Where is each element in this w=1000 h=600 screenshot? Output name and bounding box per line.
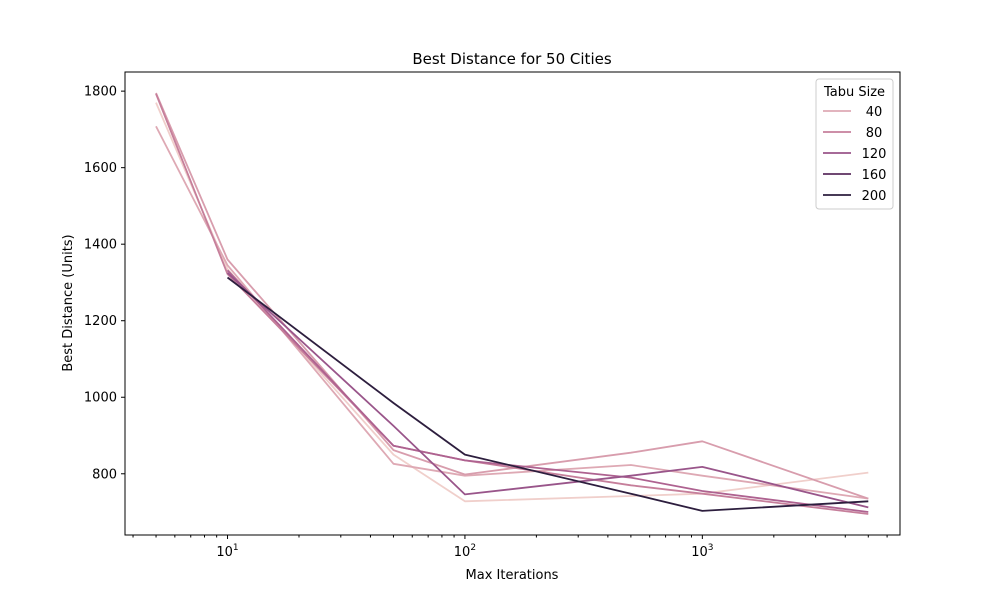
- y-tick-label: 1400: [84, 238, 117, 253]
- plot-frame: [124, 71, 901, 536]
- x-tick-label: 103: [691, 543, 713, 560]
- y-axis-label: Best Distance (Units): [61, 234, 76, 371]
- y-tick-label: 1200: [84, 314, 117, 329]
- legend-label: 120: [862, 147, 887, 162]
- legend: Tabu Size 40 80 120 160 200: [815, 78, 894, 210]
- series-layer: [155, 92, 869, 515]
- y-tick-label: 800: [92, 467, 117, 482]
- legend-label: 200: [862, 189, 887, 204]
- chart-title: Best Distance for 50 Cities: [412, 50, 612, 68]
- series-line-2: [155, 92, 869, 500]
- series-line-0: [155, 102, 869, 503]
- legend-title: Tabu Size: [823, 85, 885, 100]
- legend-items: 40 80 120 160 200: [823, 105, 886, 204]
- y-tick-label: 1000: [84, 391, 117, 406]
- x-tick-label: 102: [454, 543, 476, 560]
- x-axis-label: Max Iterations: [466, 568, 559, 583]
- legend-label: 40: [866, 105, 883, 120]
- legend-label: 160: [862, 168, 887, 183]
- legend-label: 80: [866, 126, 883, 141]
- x-axis-ticks: 101 102 103: [132, 535, 888, 560]
- series-line-7: [226, 276, 869, 512]
- y-tick-label: 1600: [84, 161, 117, 176]
- series-line-5: [226, 272, 869, 509]
- y-tick-label: 1800: [84, 85, 117, 100]
- y-axis-ticks: 800 1000 1200 1400 1600 1800: [84, 85, 125, 482]
- series-line-1: [155, 125, 869, 500]
- series-line-4: [226, 269, 869, 513]
- x-tick-label: 101: [216, 543, 238, 560]
